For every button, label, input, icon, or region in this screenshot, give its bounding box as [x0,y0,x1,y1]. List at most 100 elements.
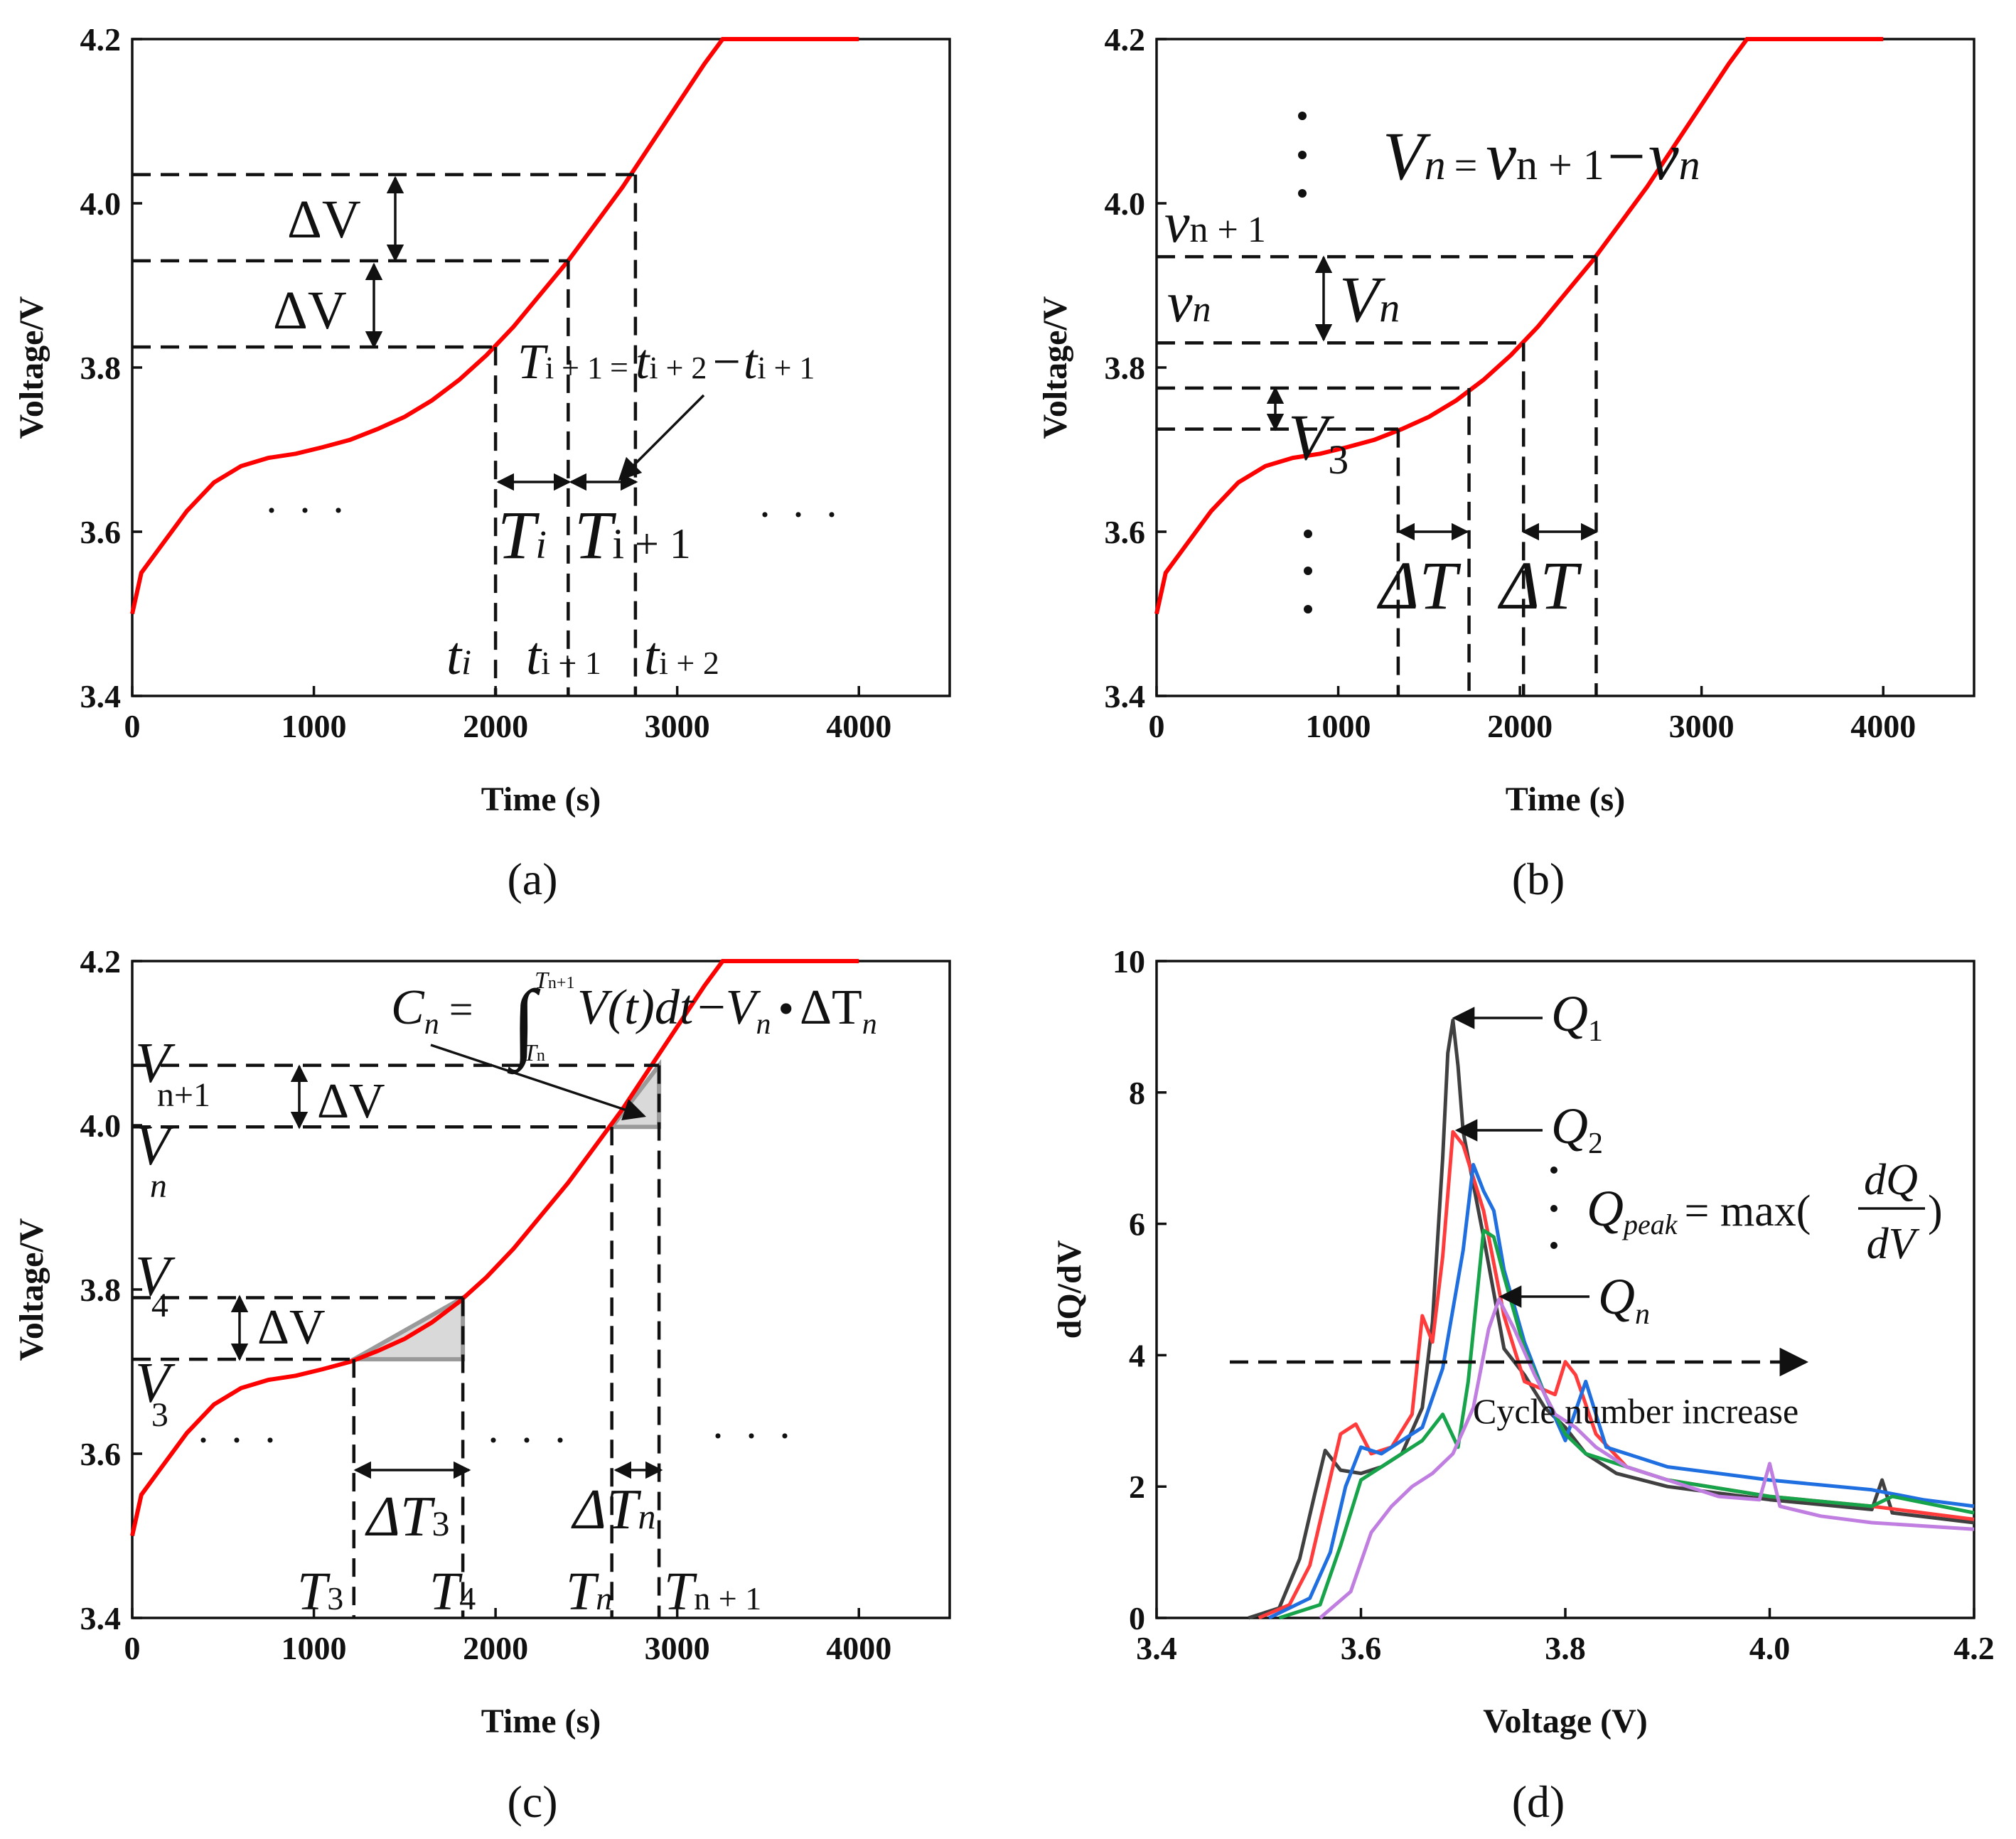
panel-a-ti-label: ti [446,626,471,686]
panel-d-Q2-sub: 2 [1588,1127,1603,1160]
panel-c-ellipsis-2: · · · [486,1417,572,1464]
panel-d-peak-eq: = max( [1685,1187,1811,1235]
panel-d-ytick-label: 10 [1112,943,1145,980]
panel-b-eq-t2-sub: n [1679,141,1700,188]
panel-a-ti2-main: t [644,626,660,686]
panel-c-triangle-right [607,1058,662,1130]
panel-c: 0 1000 2000 3000 4000 3.4 3.6 3.8 4.0 4.2 Time (s… [13,943,951,1827]
panel-c-dTn-label: ΔTn [571,1479,655,1541]
panel-c-Vn-sub: n [150,1167,167,1205]
panel-c-xtick-label: 1000 [282,1630,347,1666]
panel-a-ti1-label: ti + 1 [526,626,601,686]
panel-c-dTn-sub: n [638,1496,655,1536]
panel-c-eq-lower: T [523,1040,538,1066]
panel-c-T4-sub: 4 [459,1580,476,1617]
panel-a-ti1-sub: i + 1 [541,645,601,681]
panel-b-xtick-label: 0 [1149,708,1165,744]
panel-b-Vn-sub: n [1379,284,1400,331]
panel-c-Vn-main: V [135,1115,176,1177]
panel-a-label: (a) [507,854,557,904]
panel-b-ytick-label: 3.4 [1105,678,1146,714]
panel-c-V4-label: V4 [135,1245,176,1324]
panel-a-ytick-label: 4.2 [80,21,122,58]
panel-b-xtick-label: 1000 [1306,708,1371,744]
panel-a-ytick-label: 3.6 [80,514,122,550]
panel-c-T3-sub: 3 [327,1580,343,1617]
panel-a-ti1-main: t [526,626,542,686]
panel-c-dTn-main: ΔT [571,1479,642,1541]
panel-b-Vn-main: V [1339,263,1386,336]
panel-c-ytick-label: 3.6 [80,1436,122,1472]
panel-b-ytick-label: 3.6 [1105,514,1146,550]
panel-a-xtick-label: 2000 [463,708,528,744]
panel-c-eq-int: ∫ [507,972,541,1075]
panel-a-Ti-main: T [498,497,540,573]
panel-d-Q1-main: Q [1551,985,1588,1042]
panel-c-ellipsis-1: · · · [196,1417,282,1464]
panel-a-ti-main: t [446,626,463,686]
panel-c-dV-top: ΔV [317,1074,385,1129]
panel-a-xtick-label: 1000 [282,708,347,744]
panel-d-peak-equation: Qpeak = max( dQ dV ) [1587,1156,1943,1268]
panel-b-ytick-label: 4.0 [1105,186,1146,222]
panel-d-ytick-label: 0 [1129,1600,1145,1636]
panel-c-T3-label: T3 [297,1562,343,1621]
panel-c-eq-body: V(t)dt [577,980,695,1035]
panel-d-Qn-main: Q [1598,1268,1635,1325]
panel-c-V4-sub: 4 [151,1287,168,1324]
panel-a-equation: Ti + 1 = ti + 2 − ti + 1 [518,335,815,390]
panel-d-series-3 [1268,1162,1975,1620]
panel-c-label: (c) [507,1776,557,1827]
panel-a-ti2-sub: i + 2 [659,645,719,681]
panel-d-ytick-label: 2 [1129,1469,1145,1505]
panel-b-xtick-label: 2000 [1487,708,1553,744]
panel-a-ylabel: Voltage/V [13,296,50,439]
panel-a-ellipsis-left: · · · [264,487,350,534]
svg-text:Tn+1: Tn+1 [535,967,574,994]
panel-a-Ti1-label: Ti + 1 [574,497,691,573]
panel-b-vn-sub: n [1193,289,1211,330]
panel-b-dot [1304,567,1312,575]
panel-d-dot [1550,1205,1557,1212]
panel-d-ytick-label: 8 [1129,1075,1145,1111]
panel-c-Tn-label: Tn [566,1562,612,1621]
panel-d-xtick-label: 3.8 [1545,1630,1586,1666]
panel-b-ytick-label: 3.8 [1105,350,1146,386]
panel-b-dot [1298,189,1307,198]
panel-c-ytick-label: 4.0 [80,1108,122,1144]
panel-b-eq-t2: v [1648,118,1679,194]
panel-c-Tn-sub: n [596,1580,612,1617]
panel-a-Ti-label: Ti [498,497,547,573]
panel-c-T4-main: T [429,1562,463,1621]
panel-d-xtick-label: 4.2 [1953,1630,1995,1666]
panel-d-Q2-main: Q [1551,1098,1588,1154]
panel-d-label: (d) [1512,1776,1565,1827]
panel-a-eq-lhs-sub: i + 1 [545,350,603,385]
panel-b-vn1-sub: n + 1 [1190,210,1266,250]
panel-d-Q2-label: Q2 [1551,1098,1603,1160]
panel-a-eq-lhs: T [518,335,549,390]
panel-c-eq-lower-sub: n [537,1046,545,1065]
panel-a-eq-t1: t [636,335,650,390]
panel-c-dT3-main: ΔT [365,1486,436,1548]
panel-b-dT2-label: ΔT [1497,547,1582,623]
panel-a-xlabel: Time (s) [481,781,601,818]
panel-b-eq-t1: v [1486,118,1516,194]
panel-c-dT3-label: ΔT3 [365,1486,449,1548]
panel-c-eq-pointer [430,1044,646,1120]
panel-b-dT1-label: ΔT [1376,547,1462,623]
panel-c-charge-curve [130,959,859,1537]
panel-d-series-5 [1319,1297,1975,1619]
panel-b-vn1-label: vn + 1 [1164,192,1266,254]
panel-b-xtick-label: 3000 [1669,708,1734,744]
panel-c-eq-upper-sub: n+1 [548,974,575,992]
panel-a-delta-v-1: ΔV [287,190,361,250]
svg-text:Tn: Tn [523,1040,545,1066]
panel-b-dot [1304,605,1312,613]
panel-c-Vn1-main: V [135,1032,176,1095]
panel-d-dot [1550,1242,1557,1249]
panel-c-ellipsis-3: · · · [711,1412,796,1459]
